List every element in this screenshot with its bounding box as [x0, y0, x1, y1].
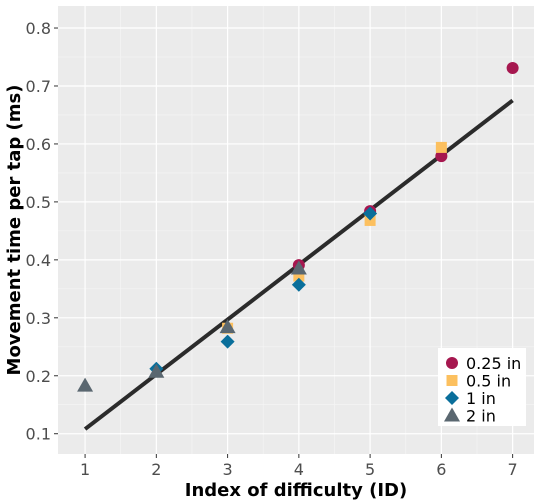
data-point-triangle — [148, 363, 165, 378]
x-tick-label: 6 — [436, 460, 446, 479]
legend-label: 0.25 in — [466, 354, 521, 373]
x-axis: 1 2 3 4 5 6 7 — [80, 454, 518, 479]
data-point-triangle — [219, 319, 236, 334]
y-tick-label: 0.7 — [26, 77, 51, 96]
data-point-diamond — [220, 334, 235, 349]
y-tick-label: 0.3 — [26, 309, 51, 328]
legend-key-triangle — [444, 407, 460, 422]
data-point-triangle — [290, 260, 307, 275]
x-tick-label: 2 — [151, 460, 161, 479]
legend-key-square — [446, 375, 458, 386]
legend-label: 0.5 in — [466, 372, 511, 391]
y-tick-label: 0.4 — [26, 251, 51, 270]
x-tick-label: 5 — [365, 460, 375, 479]
legend-key-circle — [446, 357, 458, 369]
legend-key-diamond — [445, 391, 459, 405]
legend-label: 1 in — [466, 389, 496, 408]
y-tick-label: 0.8 — [26, 19, 51, 38]
data-point-circle — [506, 62, 519, 75]
x-tick-label: 3 — [222, 460, 232, 479]
legend-label: 2 in — [466, 407, 496, 426]
x-axis-title: Index of difficulty (ID) — [185, 480, 407, 501]
y-tick-label: 0.6 — [26, 135, 51, 154]
data-point-square — [293, 270, 305, 282]
y-axis: 0.1 0.2 0.3 0.4 0.5 0.6 0.7 0.8 — [26, 19, 58, 444]
data-point-square — [435, 141, 447, 153]
y-tick-label: 0.1 — [26, 425, 51, 444]
data-points — [77, 62, 519, 392]
data-point-circle — [435, 150, 448, 163]
data-point-diamond — [363, 206, 378, 221]
y-tick-label: 0.5 — [26, 193, 51, 212]
x-tick-label: 1 — [80, 460, 90, 479]
data-point-diamond — [291, 277, 306, 292]
y-axis-title: Movement time per tap (ms) — [4, 85, 25, 376]
legend: 0.25 in0.5 in1 in2 in — [438, 348, 526, 426]
x-tick-label: 4 — [294, 460, 304, 479]
y-tick-label: 0.2 — [26, 367, 51, 386]
x-tick-label: 7 — [508, 460, 518, 479]
data-point-triangle — [77, 377, 94, 392]
